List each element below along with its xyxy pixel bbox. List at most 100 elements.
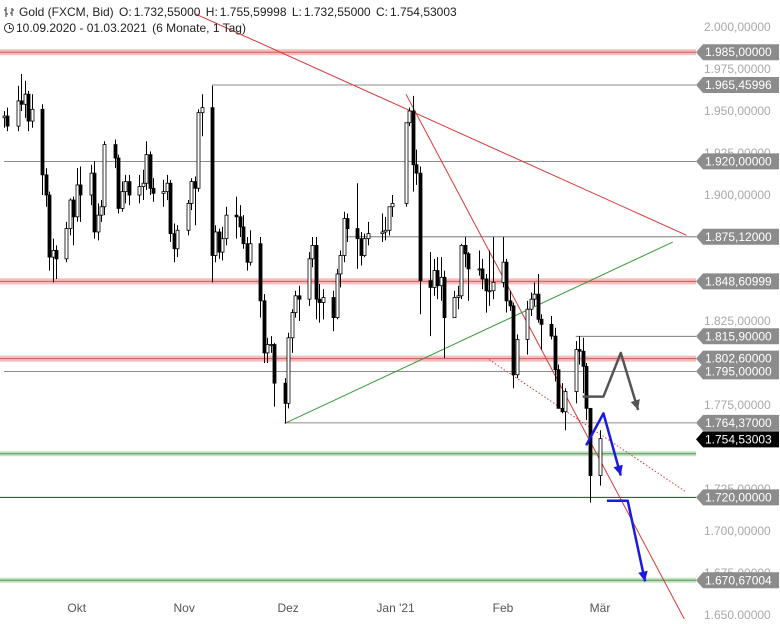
candle-body — [75, 184, 80, 218]
candle-body — [30, 108, 35, 122]
level-price-label: 1.764,37000 — [705, 416, 772, 430]
candle-body — [161, 191, 166, 194]
candle-body — [387, 206, 392, 231]
candle-body — [484, 278, 489, 292]
y-tick-label: 1.950,00000 — [704, 104, 771, 118]
level-price-label: 1.720,00000 — [705, 490, 772, 504]
candle-body — [189, 181, 194, 204]
candle-body — [525, 308, 530, 340]
high-label: H: — [205, 5, 218, 19]
candle-body — [234, 214, 239, 218]
level-price-tag — [696, 328, 779, 345]
candle-body — [238, 216, 243, 228]
candle-body — [213, 231, 218, 256]
x-tick-label: Jan '21 — [376, 601, 415, 615]
trend-line-green — [284, 241, 673, 424]
candle-body — [92, 172, 97, 233]
candle-body — [407, 110, 412, 124]
candle-body — [529, 298, 534, 310]
candle-body — [283, 382, 288, 404]
candle-body — [127, 181, 132, 196]
candle-body — [588, 407, 593, 476]
candle-body — [307, 258, 312, 300]
candle-body — [148, 154, 153, 189]
candle-body — [459, 244, 464, 297]
candle-body — [404, 122, 409, 204]
candle-body — [584, 365, 589, 409]
candle-body — [563, 391, 568, 413]
candle-body — [168, 182, 173, 235]
candle-body — [265, 344, 270, 354]
candle-body — [99, 206, 104, 216]
candle-body — [480, 268, 485, 280]
open-label: O: — [119, 5, 132, 19]
candle-body — [258, 243, 263, 302]
candle-body — [411, 110, 416, 166]
trend-line-red — [405, 93, 688, 624]
candle-body — [491, 281, 496, 292]
arrow-head-icon — [638, 570, 648, 582]
level-price-tag — [696, 363, 779, 380]
candle-body — [120, 191, 125, 209]
candle-body — [44, 174, 49, 196]
ohlc-bars-icon — [4, 7, 14, 17]
candle-body — [272, 344, 277, 384]
level-price-tag — [696, 228, 779, 245]
candle-body — [286, 337, 291, 404]
candle-body — [536, 293, 541, 320]
candle-body — [380, 231, 385, 235]
current-price-label: 1.754,53003 — [705, 432, 772, 446]
candle-body — [210, 107, 215, 256]
candle-body — [553, 335, 558, 371]
close-label: C: — [375, 5, 388, 19]
candle-body — [574, 349, 579, 392]
candle-body — [501, 261, 506, 283]
candle-body — [5, 115, 10, 127]
candle-body — [452, 297, 457, 319]
candle-body — [19, 100, 24, 105]
candle-body — [366, 233, 371, 240]
clock-icon — [4, 23, 14, 33]
low-value: 1.732,55000 — [303, 5, 371, 19]
high-value: 1.755,59998 — [219, 5, 287, 19]
candle-body — [196, 112, 201, 189]
candle-body — [435, 270, 440, 287]
candle-body — [151, 187, 156, 194]
level-price-label: 1.965,45996 — [705, 78, 772, 92]
projection-arrow-blue — [606, 499, 647, 582]
projection-arrow-blue — [585, 412, 622, 476]
low-label: L: — [291, 5, 302, 19]
level-price-label: 1.670,67004 — [705, 573, 772, 587]
candle-body — [390, 202, 395, 208]
candle-body — [331, 297, 336, 319]
candle-body — [89, 172, 94, 196]
candle-body — [23, 93, 28, 105]
candle-body — [598, 438, 603, 476]
candle-body — [245, 243, 250, 263]
candle-body — [310, 244, 315, 260]
y-tick-label: 1.825,00000 — [704, 314, 771, 328]
candle-body — [186, 202, 191, 231]
candle-body — [345, 218, 350, 230]
candle-body — [64, 228, 69, 260]
range-row: 10.09.2020 - 01.03.2021 (6 Monate, 1 Tag… — [4, 20, 459, 36]
projection-arrow-grey — [582, 351, 640, 411]
candle-body — [16, 100, 21, 127]
candle-body — [362, 238, 367, 256]
candle-body — [428, 280, 433, 288]
candle-body — [54, 250, 59, 260]
candle-body — [193, 181, 198, 189]
candle-body — [217, 231, 222, 253]
level-price-tag — [696, 77, 779, 94]
candle-body — [172, 233, 177, 250]
candle-body — [269, 344, 274, 346]
open-value: 1.732,55000 — [133, 5, 201, 19]
y-tick-label: 1.700,00000 — [704, 524, 771, 538]
candle-body — [463, 244, 468, 255]
candle-body — [137, 186, 142, 196]
candle-body — [26, 93, 31, 122]
candle-body — [539, 318, 544, 325]
candle-body — [2, 115, 7, 119]
